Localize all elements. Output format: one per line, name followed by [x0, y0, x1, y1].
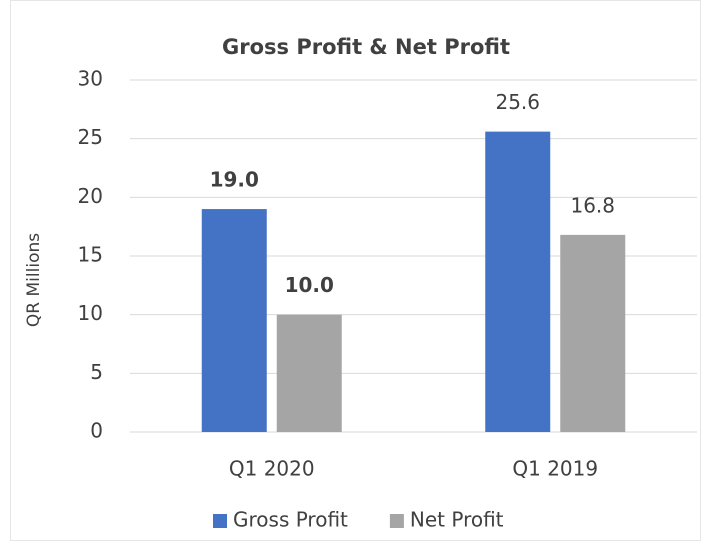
y-axis-label: QR Millions — [24, 233, 44, 327]
y-tick-label: 25 — [78, 125, 103, 149]
bar — [485, 131, 551, 433]
legend-swatch — [389, 514, 404, 528]
legend-label: Net Profit — [410, 508, 504, 532]
chart-border — [10, 0, 701, 541]
data-label: 25.6 — [495, 90, 540, 114]
x-tick-label: Q1 2019 — [512, 457, 598, 481]
y-tick-label: 5 — [90, 360, 103, 384]
chart-title: Gross Profit & Net Profit — [222, 35, 510, 59]
bar — [201, 209, 267, 432]
y-tick-label: 10 — [78, 301, 103, 325]
x-tick-label: Q1 2020 — [229, 457, 315, 481]
y-tick-label: 0 — [90, 419, 103, 443]
y-tick-label: 15 — [78, 243, 103, 267]
bar — [276, 314, 342, 432]
data-label: 10.0 — [285, 273, 334, 297]
y-tick-label: 20 — [78, 184, 103, 208]
legend-swatch — [213, 514, 227, 528]
y-tick-label: 30 — [78, 67, 103, 91]
legend-label: Gross Profit — [233, 508, 348, 532]
data-label: 16.8 — [570, 193, 615, 217]
data-label: 19.0 — [210, 168, 259, 192]
bar — [560, 234, 626, 432]
